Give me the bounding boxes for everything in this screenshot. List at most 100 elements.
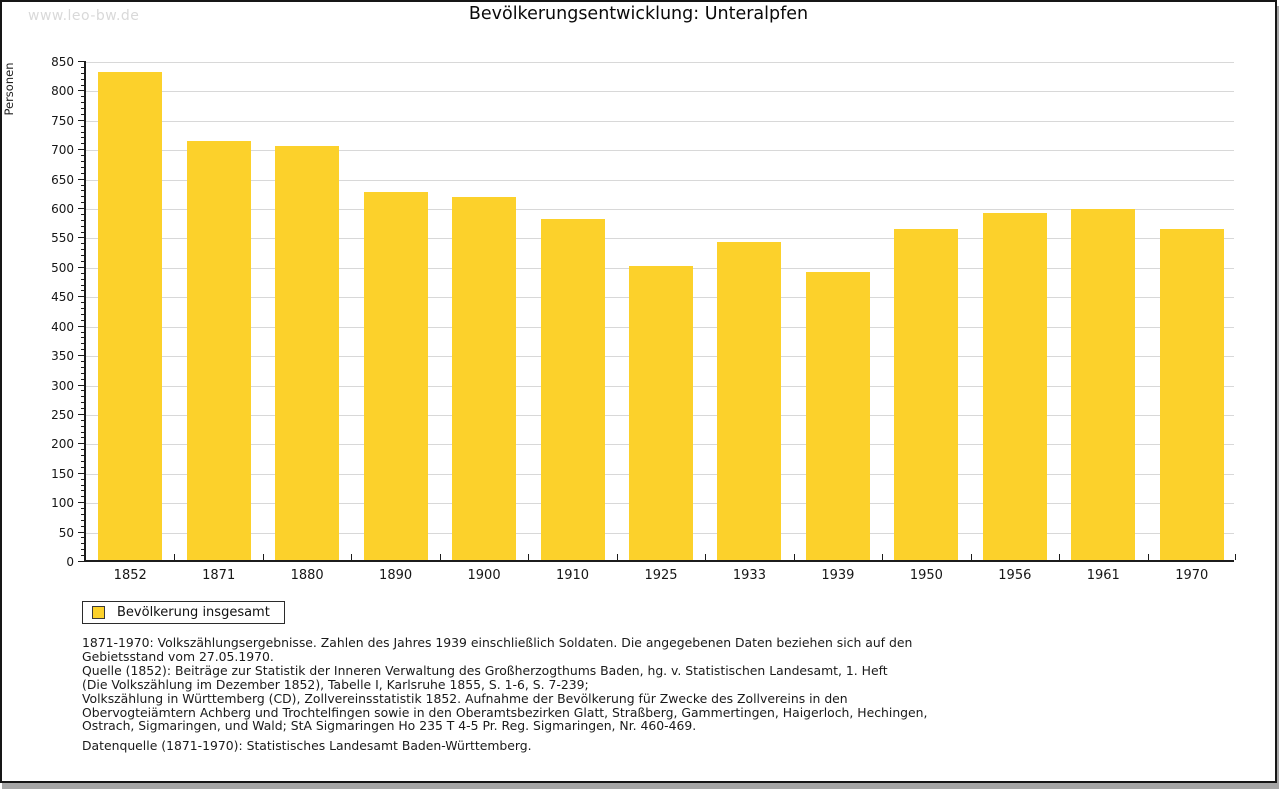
- y-axis-minor-tick: [81, 255, 86, 257]
- y-axis-major-tick: [78, 531, 86, 533]
- plot-area: 0 50 100 150 200 250 300 350 400 450 500 550 600 650 7…: [51, 55, 1236, 583]
- y-axis-minor-tick: [81, 131, 86, 133]
- gridline: [86, 62, 1234, 63]
- y-axis-minor-tick: [81, 190, 86, 192]
- y-axis-minor-tick: [81, 78, 86, 80]
- x-tick-label: 1950: [909, 568, 943, 583]
- y-tick-label: 150: [51, 466, 74, 481]
- x-axis-tick: [351, 554, 353, 560]
- y-axis-minor-tick: [81, 96, 86, 98]
- y-axis-minor-tick: [81, 402, 86, 404]
- y-axis-minor-tick: [81, 455, 86, 457]
- bar-1880: [275, 146, 340, 560]
- x-tick-label: 1910: [555, 568, 590, 583]
- y-axis-minor-tick: [81, 249, 86, 251]
- x-axis-tick: [528, 554, 530, 560]
- x-axis-tick: [705, 554, 707, 560]
- y-axis-minor-tick: [81, 543, 86, 545]
- y-axis-minor-tick: [81, 213, 86, 215]
- legend-label: Bevölkerung insgesamt: [117, 605, 270, 620]
- y-axis-minor-tick: [81, 308, 86, 310]
- y-tick-label: 800: [51, 84, 74, 99]
- bar-1939: [805, 272, 870, 560]
- bar-1890: [363, 192, 428, 560]
- y-axis-minor-tick: [81, 525, 86, 527]
- x-tick-label: 1852: [113, 568, 147, 583]
- x-tick-label: 1880: [290, 568, 324, 583]
- y-axis-minor-tick: [81, 284, 86, 286]
- bar-1871: [186, 141, 251, 560]
- y-axis-minor-tick: [81, 372, 86, 374]
- y-axis-major-tick: [78, 325, 86, 327]
- source-notes: 1871-1970: Volkszählungsergebnisse. Zahl…: [82, 635, 928, 734]
- y-axis-major-tick: [78, 178, 86, 180]
- y-tick-label: 600: [51, 202, 74, 217]
- y-axis-minor-tick: [81, 231, 86, 233]
- y-axis-minor-tick: [81, 84, 86, 86]
- y-axis-minor-tick: [81, 408, 86, 410]
- x-tick-label: 1890: [379, 568, 413, 583]
- y-axis-minor-tick: [81, 519, 86, 521]
- y-axis-minor-tick: [81, 396, 86, 398]
- y-axis-minor-tick: [81, 172, 86, 174]
- y-tick-label: 650: [51, 172, 74, 187]
- y-axis-minor-tick: [81, 484, 86, 486]
- y-axis-major-tick: [78, 208, 86, 210]
- y-axis-minor-tick: [81, 366, 86, 368]
- y-axis-minor-tick: [81, 537, 86, 539]
- y-axis-minor-tick: [81, 313, 86, 315]
- x-tick-label: 1900: [467, 568, 501, 583]
- y-axis-minor-tick: [81, 184, 86, 186]
- bar-1961: [1071, 209, 1136, 560]
- legend: Bevölkerung insgesamt: [82, 601, 285, 624]
- x-tick-label: 1939: [821, 568, 855, 583]
- y-axis-major-tick: [78, 149, 86, 151]
- legend-swatch-icon: [92, 606, 105, 619]
- y-axis-minor-tick: [81, 549, 86, 551]
- x-tick-label: 1871: [202, 568, 236, 583]
- y-axis-minor-tick: [81, 466, 86, 468]
- y-axis-minor-tick: [81, 219, 86, 221]
- gridline: [86, 150, 1234, 152]
- y-axis-major-tick: [78, 355, 86, 357]
- y-axis-minor-tick: [81, 361, 86, 362]
- y-axis-major-tick: [78, 237, 86, 239]
- y-axis-major-tick: [78, 561, 86, 562]
- y-axis-minor-tick: [81, 66, 86, 68]
- y-tick-label: 0: [66, 555, 74, 569]
- y-axis-minor-tick: [81, 461, 86, 462]
- x-tick-label: 1970: [1175, 568, 1209, 583]
- y-axis-minor-tick: [81, 478, 86, 480]
- y-axis-minor-tick: [81, 555, 86, 557]
- y-axis-minor-tick: [81, 490, 86, 492]
- x-axis-tick: [174, 554, 176, 560]
- y-axis-major-tick: [78, 384, 86, 386]
- y-axis-minor-tick: [81, 337, 86, 339]
- y-tick-label: 850: [51, 55, 74, 69]
- y-tick-label: 50: [58, 525, 74, 540]
- bar-1925: [629, 266, 693, 560]
- bar-1910: [540, 219, 605, 560]
- x-axis-tick: [793, 554, 795, 560]
- y-axis-major-tick: [78, 90, 86, 92]
- x-axis-end-tick: [1235, 554, 1236, 560]
- y-axis-minor-tick: [81, 196, 86, 198]
- y-axis-major-tick: [78, 296, 86, 298]
- y-tick-label: 350: [51, 349, 74, 364]
- data-source-line: Datenquelle (1871-1970): Statistisches L…: [82, 738, 532, 753]
- y-axis-minor-tick: [81, 419, 86, 421]
- x-axis-tick: [970, 554, 972, 560]
- y-axis-minor-tick: [81, 272, 86, 274]
- y-axis-minor-tick: [81, 513, 86, 515]
- bar-1950: [894, 229, 959, 560]
- bar-1956: [982, 213, 1047, 560]
- y-tick-label: 300: [51, 378, 74, 393]
- y-axis-minor-tick: [81, 278, 86, 280]
- y-axis-minor-tick: [81, 137, 86, 139]
- y-axis-minor-tick: [81, 261, 86, 262]
- x-tick-label: 1925: [644, 568, 678, 583]
- x-tick-label: 1933: [732, 568, 766, 583]
- y-axis-minor-tick: [81, 155, 86, 157]
- y-axis-minor-tick: [81, 225, 86, 227]
- y-axis-minor-tick: [81, 302, 86, 304]
